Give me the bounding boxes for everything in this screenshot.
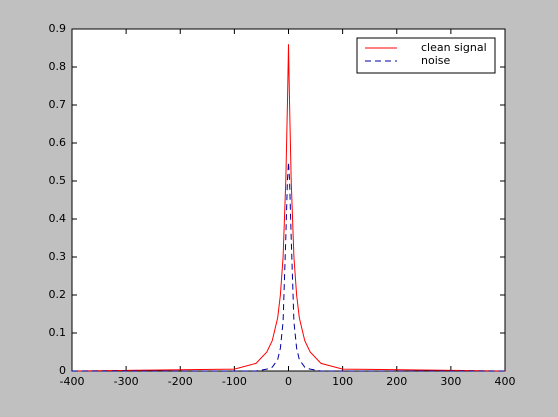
- plot-area: [71, 28, 506, 372]
- y-tick-label: 0.3: [49, 250, 67, 263]
- y-tick-label: 0.1: [49, 326, 67, 339]
- y-tick-label: 0.2: [49, 288, 67, 301]
- x-tick-label: -200: [168, 375, 193, 388]
- data-line: [71, 44, 506, 372]
- y-tick-label: 0.7: [49, 98, 67, 111]
- legend-label: noise: [421, 54, 450, 67]
- y-tick-label: 0: [59, 364, 66, 377]
- x-tick-label: 200: [386, 375, 407, 388]
- x-tick-label: -400: [60, 375, 85, 388]
- y-tick-label: 0.6: [49, 136, 67, 149]
- legend-box: [356, 37, 496, 74]
- x-tick-label: -300: [114, 375, 139, 388]
- x-tick-label: 300: [440, 375, 461, 388]
- legend-label: clean signal: [421, 41, 487, 54]
- x-tick-label: 100: [332, 375, 353, 388]
- x-tick-label: 400: [495, 375, 516, 388]
- y-tick-label: 0.5: [49, 174, 67, 187]
- x-tick-label: 0: [285, 375, 292, 388]
- y-tick-label: 0.4: [49, 212, 67, 225]
- y-tick-label: 0.8: [49, 60, 67, 73]
- y-tick-label: 0.9: [49, 22, 67, 35]
- x-tick-label: -100: [222, 375, 247, 388]
